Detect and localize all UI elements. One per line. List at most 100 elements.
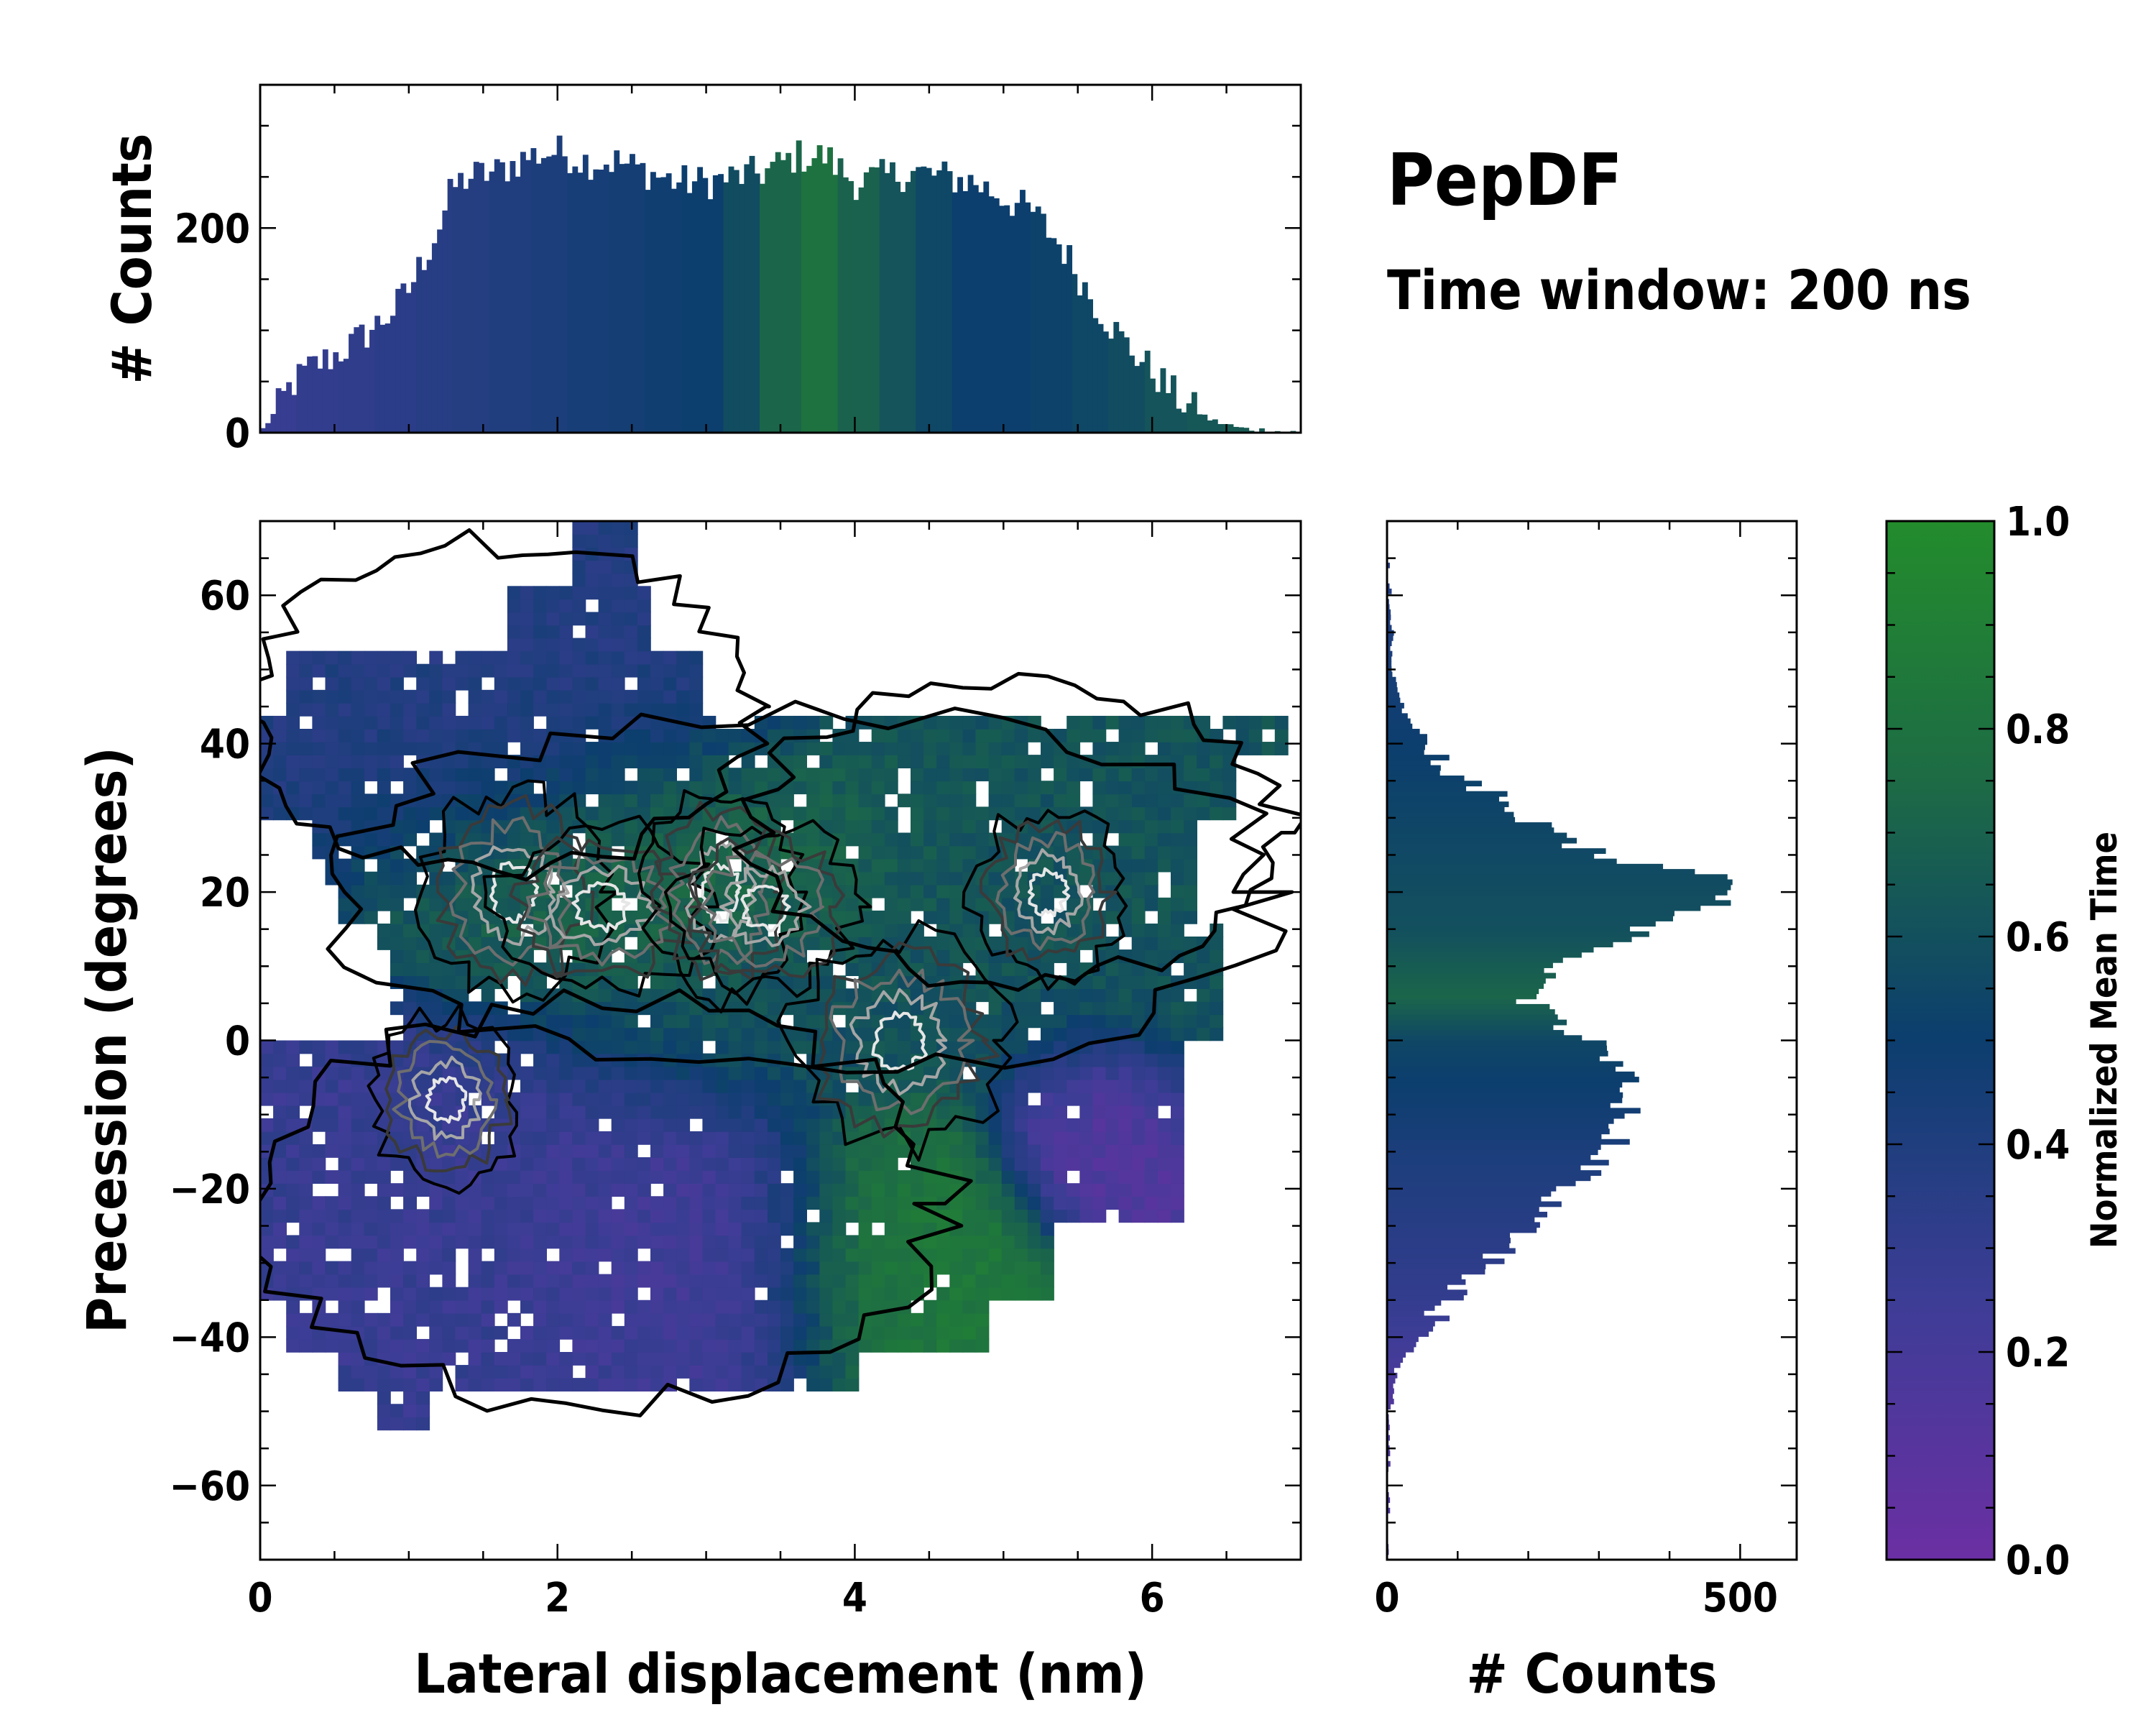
heatmap-cell (650, 768, 664, 782)
heatmap-cell (416, 689, 430, 704)
heatmap-cell (364, 1222, 378, 1236)
heatmap-cell (299, 650, 313, 665)
heatmap-cell (1131, 1014, 1146, 1029)
heatmap-cell (663, 768, 677, 782)
top-histogram-bar (765, 168, 771, 433)
heatmap-cell (845, 1027, 860, 1041)
heatmap-cell (1027, 1287, 1041, 1301)
heatmap-cell (312, 1274, 326, 1288)
heatmap-cell (364, 884, 378, 898)
heatmap-cell (858, 845, 872, 860)
heatmap-cell (572, 742, 586, 755)
heatmap-cell (715, 923, 729, 937)
right-histogram-bar (1387, 1009, 1555, 1015)
heatmap-cell (338, 1092, 352, 1106)
heatmap-cell (1118, 1183, 1133, 1197)
top-histogram-ytick-label: 200 (175, 206, 250, 252)
heatmap-cell (1001, 781, 1015, 795)
heatmap-cell (1092, 1144, 1107, 1158)
right-histogram-bar (1387, 1404, 1391, 1410)
heatmap-cell (819, 1261, 834, 1275)
heatmap-cell (442, 1274, 456, 1288)
heatmap-cell (455, 1235, 469, 1249)
top-histogram-bar (983, 181, 990, 433)
heatmap-cell (1222, 768, 1237, 782)
heatmap-cell (585, 612, 599, 626)
heatmap-cell (715, 1079, 729, 1093)
top-histogram-bar (515, 176, 521, 433)
heatmap-cell (559, 599, 573, 613)
heatmap-cell (1144, 768, 1158, 782)
heatmap-cell (598, 702, 612, 717)
heatmap-cell (819, 1144, 834, 1158)
heatmap-cell (572, 1053, 586, 1067)
heatmap-cell (1118, 1196, 1133, 1210)
heatmap-cell (572, 1170, 586, 1184)
heatmap-cell (754, 1365, 768, 1379)
heatmap-cell (429, 806, 443, 821)
heatmap-cell (767, 910, 781, 924)
right-histogram-bar (1387, 900, 1731, 906)
heatmap-cell (650, 975, 664, 990)
heatmap-cell (403, 689, 417, 704)
heatmap-cell (728, 819, 742, 834)
heatmap-cell (507, 663, 521, 678)
heatmap-cell (403, 819, 417, 834)
heatmap-cell (351, 1066, 365, 1080)
heatmap-cell (598, 1157, 612, 1171)
heatmap-cell (325, 781, 339, 795)
heatmap-cell (624, 1105, 638, 1119)
heatmap-cell (1157, 923, 1171, 937)
heatmap-cell (884, 1222, 898, 1236)
heatmap-cell (754, 1001, 768, 1016)
heatmap-cell (455, 755, 469, 768)
heatmap-cell (936, 729, 951, 742)
heatmap-cell (520, 1079, 534, 1093)
right-histogram-bar (1387, 1019, 1567, 1026)
heatmap-cell (598, 768, 612, 782)
heatmap-cell (598, 573, 612, 587)
heatmap-cell (572, 560, 586, 574)
heatmap-cell (650, 1092, 664, 1106)
density-contour (776, 919, 1019, 1162)
heatmap-cell (911, 897, 924, 911)
heatmap-cell (897, 1170, 911, 1184)
heatmap-cell (585, 586, 599, 600)
heatmap-cell (403, 650, 417, 665)
heatmap-cell (767, 1131, 781, 1145)
heatmap-cell (429, 689, 443, 704)
heatmap-cell (975, 1287, 990, 1301)
heatmap-cell (299, 1261, 313, 1275)
heatmap-cell (1157, 768, 1171, 782)
heatmap-cell (1054, 755, 1067, 768)
top-histogram-bar (447, 178, 453, 433)
heatmap-cell (429, 1092, 443, 1106)
heatmap-cell (1184, 884, 1197, 898)
heatmap-cell (793, 1196, 807, 1210)
heatmap-cell (338, 1105, 352, 1119)
heatmap-cell (624, 638, 638, 652)
heatmap-cell (390, 1157, 404, 1171)
heatmap-cell (975, 1222, 990, 1236)
heatmap-cell (884, 729, 898, 742)
heatmap-cell (884, 858, 898, 873)
right-histogram-bar (1387, 889, 1728, 896)
heatmap-cell (1171, 1027, 1184, 1041)
right-histogram-bar (1387, 734, 1427, 740)
heatmap-cell (611, 1105, 625, 1119)
heatmap-cell (559, 1040, 573, 1054)
heatmap-cell (533, 794, 547, 808)
top-histogram-bar (1181, 412, 1187, 433)
heatmap-cell (1014, 1092, 1028, 1106)
top-histogram-bar (936, 170, 943, 433)
heatmap-cell (507, 1157, 521, 1171)
heatmap-cell (741, 1235, 755, 1249)
heatmap-cell (1067, 1196, 1081, 1210)
heatmap-cell (273, 1196, 287, 1210)
heatmap-cell (1014, 1144, 1028, 1158)
heatmap-cell (741, 1365, 755, 1379)
right-histogram-bar (1387, 952, 1582, 958)
heatmap-cell (481, 1053, 495, 1067)
heatmap-cell (494, 832, 508, 847)
heatmap-cell (767, 768, 781, 782)
